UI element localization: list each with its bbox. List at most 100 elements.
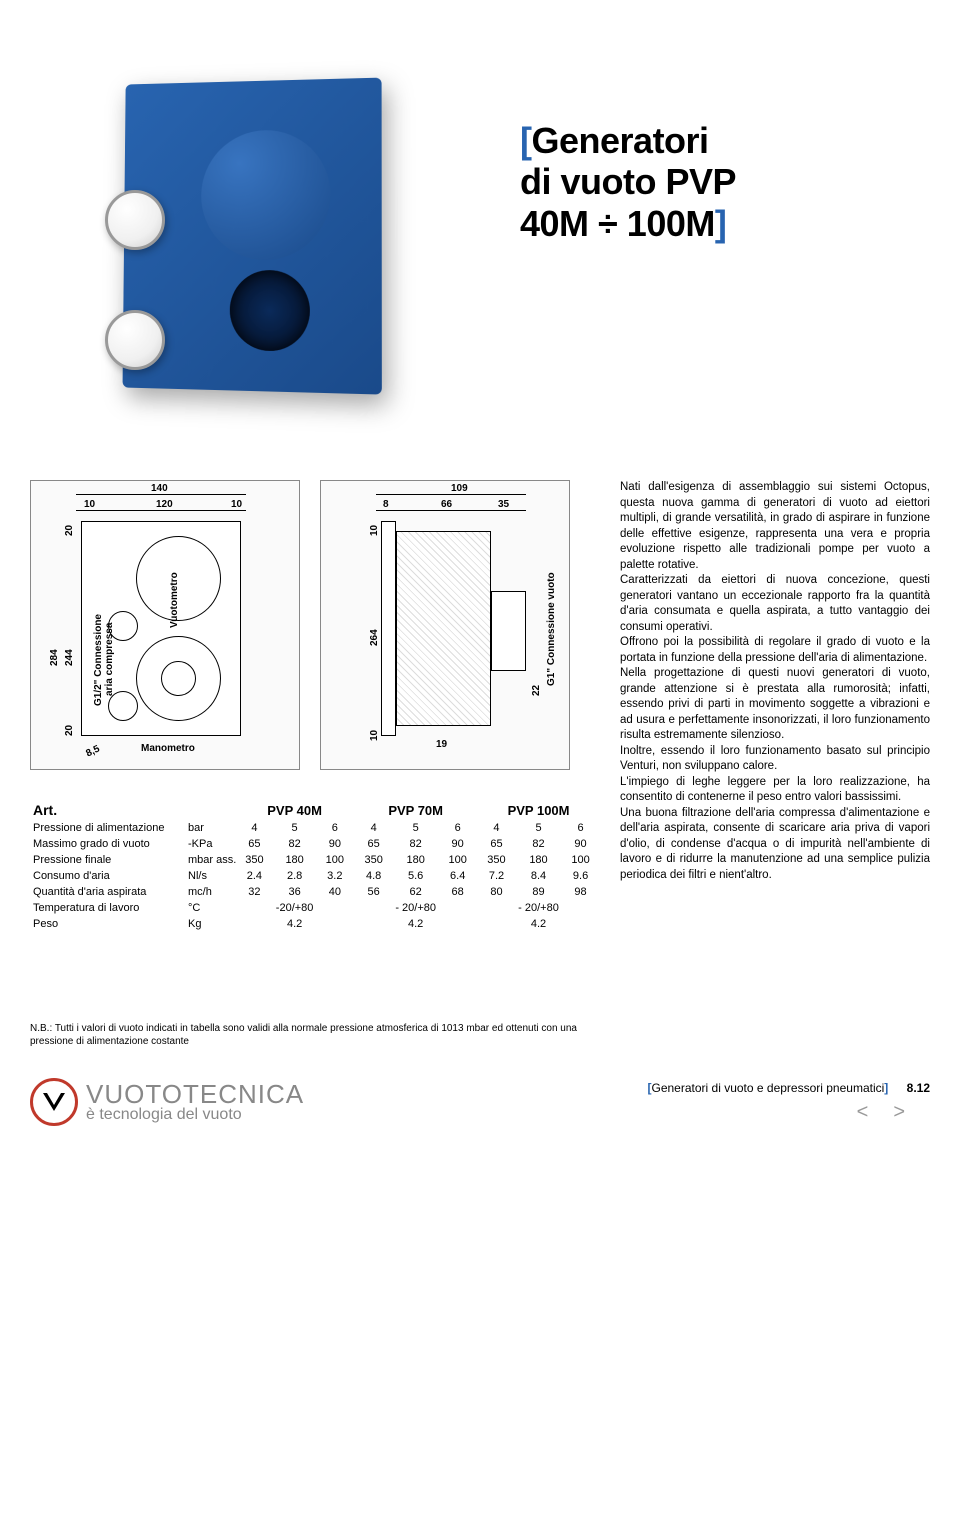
spacer <box>472 836 482 852</box>
spec-value: 7.2 <box>482 868 511 884</box>
nav-arrows[interactable]: <> <box>648 1101 931 1124</box>
dim-label: 10 <box>369 525 380 536</box>
spec-value: 6 <box>443 820 472 836</box>
spec-value: 65 <box>240 836 269 852</box>
spec-value <box>359 900 388 916</box>
spec-label: Peso <box>30 916 185 932</box>
dim-label: 10 <box>84 499 95 510</box>
dim-label: 10 <box>231 499 242 510</box>
page-number: 8.12 <box>907 1081 930 1095</box>
table-row: Quantità d'aria aspiratamc/h323640566268… <box>30 884 595 900</box>
spacer <box>349 836 359 852</box>
spec-value: -20/+80 <box>269 900 321 916</box>
spec-value <box>566 916 595 932</box>
spec-unit: °C <box>185 900 240 916</box>
content-row: 140 10 120 10 284 20 244 20 8, <box>30 480 930 932</box>
diagram-label: aria compressa <box>104 623 115 696</box>
spec-value: 100 <box>320 852 349 868</box>
dim-line <box>376 510 526 511</box>
table-row: PesoKg4.24.24.2 <box>30 916 595 932</box>
spec-value: 5 <box>269 820 321 836</box>
bracket-left-icon: [ <box>520 120 532 161</box>
logo-icon <box>30 1078 78 1126</box>
spec-value: 180 <box>388 852 443 868</box>
spec-value <box>240 916 269 932</box>
spec-value: 4 <box>359 820 388 836</box>
dim-label: 66 <box>441 499 452 510</box>
device-top-cover <box>201 129 331 260</box>
device-port <box>230 270 310 352</box>
spec-value: 9.6 <box>566 868 595 884</box>
bracket-right-icon: ] <box>715 203 727 244</box>
dim-label: 35 <box>498 499 509 510</box>
spec-value: 98 <box>566 884 595 900</box>
table-row: Consumo d'ariaNl/s2.42.83.24.85.66.47.28… <box>30 868 595 884</box>
title-line: 40M ÷ 100M <box>520 203 715 244</box>
spec-value: 8.4 <box>511 868 566 884</box>
model-header: PVP 70M <box>359 800 472 820</box>
spec-value <box>320 916 349 932</box>
bracket-right-icon: ] <box>884 1081 888 1095</box>
spec-value: 82 <box>511 836 566 852</box>
dim-label: 284 <box>49 649 60 666</box>
table-row: Massimo grado di vuoto-KPa65829065829065… <box>30 836 595 852</box>
spec-unit: mc/h <box>185 884 240 900</box>
page-title: [Generatori di vuoto PVP 40M ÷ 100M] <box>520 120 900 244</box>
dim-label: 109 <box>451 483 468 494</box>
spec-value: - 20/+80 <box>388 900 443 916</box>
page: [Generatori di vuoto PVP 40M ÷ 100M] 140… <box>0 0 960 1146</box>
spec-value: 4.2 <box>511 916 566 932</box>
dim-label: 22 <box>531 685 542 696</box>
spec-value: 6 <box>320 820 349 836</box>
dim-label: 264 <box>369 629 380 646</box>
spacer <box>472 900 482 916</box>
circle-icon <box>161 661 196 696</box>
spec-value: 56 <box>359 884 388 900</box>
diagram-label: G1/2" Connessione <box>93 614 104 706</box>
spec-value <box>566 900 595 916</box>
spacer <box>349 900 359 916</box>
spacer <box>349 820 359 836</box>
spec-table: Art. PVP 40M PVP 70M PVP 100M Pressione … <box>30 800 595 932</box>
spec-label: Temperatura di lavoro <box>30 900 185 916</box>
table-header-row: Art. PVP 40M PVP 70M PVP 100M <box>30 800 595 820</box>
spacer <box>349 868 359 884</box>
footnote: N.B.: Tutti i valori di vuoto indicati i… <box>30 1022 590 1048</box>
spec-value: 6 <box>566 820 595 836</box>
spec-value: 100 <box>443 852 472 868</box>
spec-value: 2.4 <box>240 868 269 884</box>
spec-value: 90 <box>566 836 595 852</box>
spec-label: Quantità d'aria aspirata <box>30 884 185 900</box>
diagram-side-view: 109 8 66 35 10 264 10 19 22 G1" Connessi… <box>320 480 570 770</box>
spec-value: 350 <box>482 852 511 868</box>
spec-unit: mbar ass. <box>185 852 240 868</box>
brand-text: VUOTOTECNICA è tecnologia del vuoto <box>86 1081 304 1123</box>
spec-value: 180 <box>511 852 566 868</box>
dim-label: 20 <box>64 725 75 736</box>
brand-name: VUOTOTECNICA <box>86 1081 304 1107</box>
spec-value: 4.2 <box>388 916 443 932</box>
spec-value: 65 <box>359 836 388 852</box>
model-header: PVP 40M <box>240 800 349 820</box>
spec-value: - 20/+80 <box>511 900 566 916</box>
brand-tagline: è tecnologia del vuoto <box>86 1107 304 1123</box>
dim-label: 120 <box>156 499 173 510</box>
spec-value: 2.8 <box>269 868 321 884</box>
spec-value: 82 <box>388 836 443 852</box>
dim-line <box>76 494 246 495</box>
spec-value: 89 <box>511 884 566 900</box>
model-header: PVP 100M <box>482 800 595 820</box>
spec-value <box>443 916 472 932</box>
spec-value: 82 <box>269 836 321 852</box>
spec-value <box>320 900 349 916</box>
spacer <box>472 820 482 836</box>
spec-value: 100 <box>566 852 595 868</box>
dim-label: 10 <box>369 730 380 741</box>
spec-value: 6.4 <box>443 868 472 884</box>
diagram-label: Manometro <box>141 743 195 754</box>
category-text: Generatori di vuoto e depressori pneumat… <box>652 1081 885 1095</box>
spec-value: 65 <box>482 836 511 852</box>
diagram-label: G1" Connessione vuoto <box>546 572 557 686</box>
dim-label: 19 <box>436 739 447 750</box>
spec-value: 4 <box>482 820 511 836</box>
